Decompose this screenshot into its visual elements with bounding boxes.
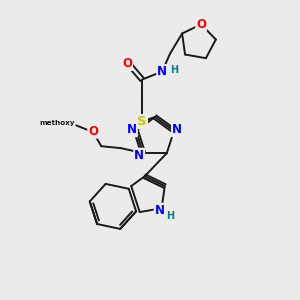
Text: methoxy: methoxy bbox=[40, 120, 75, 126]
Text: O: O bbox=[88, 125, 98, 138]
Text: N: N bbox=[155, 204, 165, 217]
Text: H: H bbox=[170, 64, 178, 74]
Text: H: H bbox=[167, 211, 175, 221]
Text: O: O bbox=[122, 57, 132, 70]
Text: N: N bbox=[134, 149, 144, 162]
Text: N: N bbox=[157, 65, 167, 78]
Text: O: O bbox=[196, 18, 206, 31]
Text: N: N bbox=[172, 123, 182, 136]
Text: S: S bbox=[137, 115, 147, 128]
Text: N: N bbox=[127, 123, 137, 136]
